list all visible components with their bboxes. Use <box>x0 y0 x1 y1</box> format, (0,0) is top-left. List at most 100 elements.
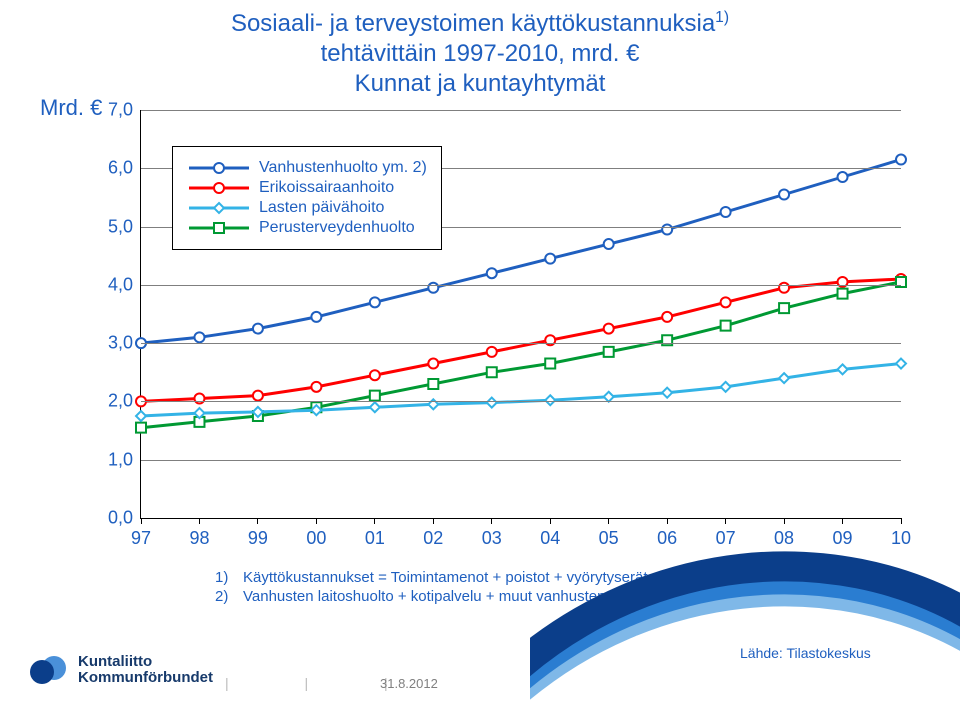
y-tick-label: 0,0 <box>108 508 133 529</box>
gridline <box>141 401 901 402</box>
series-marker-perus <box>428 379 438 389</box>
series-marker-vanhus <box>896 155 906 165</box>
series-marker-perus <box>370 391 380 401</box>
legend-label: Vanhustenhuolto ym. 2) <box>259 159 427 177</box>
legend-swatch-icon <box>187 179 251 197</box>
x-tick-label: 07 <box>716 528 736 549</box>
series-marker-lasten <box>779 373 789 383</box>
series-marker-lasten <box>721 382 731 392</box>
series-marker-lasten <box>662 388 672 398</box>
series-line-erikois <box>141 279 901 401</box>
series-marker-lasten <box>838 364 848 374</box>
logo-text-top: Kuntaliitto <box>78 654 213 670</box>
x-tick <box>491 518 492 524</box>
x-tick <box>784 518 785 524</box>
gridline <box>141 110 901 111</box>
y-tick-label: 7,0 <box>108 100 133 121</box>
series-marker-perus <box>604 347 614 357</box>
legend-label: Perusterveydenhuolto <box>259 219 415 237</box>
footer-date: 31.8.2012 <box>380 676 438 691</box>
series-marker-lasten <box>370 402 380 412</box>
series-marker-vanhus <box>838 172 848 182</box>
x-tick <box>842 518 843 524</box>
series-marker-vanhus <box>721 207 731 217</box>
series-marker-vanhus <box>311 312 321 322</box>
x-tick-label: 08 <box>774 528 794 549</box>
series-marker-erikois <box>428 359 438 369</box>
series-marker-perus <box>487 367 497 377</box>
x-tick-label: 02 <box>423 528 443 549</box>
footnote: 1)Käyttökustannukset = Toimintamenot + p… <box>215 569 762 586</box>
source-label: Lähde: Tilastokeskus <box>740 645 871 661</box>
y-tick-label: 3,0 <box>108 333 133 354</box>
series-marker-perus <box>136 423 146 433</box>
footnote: 2)Vanhusten laitoshuolto + kotipalvelu +… <box>215 588 762 605</box>
series-marker-vanhus <box>253 324 263 334</box>
x-tick-label: 09 <box>833 528 853 549</box>
series-marker-perus <box>545 359 555 369</box>
logo-mark-icon <box>28 650 68 690</box>
logo-text-bottom: Kommunförbundet <box>78 670 213 686</box>
x-tick <box>199 518 200 524</box>
series-marker-vanhus <box>779 190 789 200</box>
x-tick-label: 04 <box>540 528 560 549</box>
legend-item-vanhus: Vanhustenhuolto ym. 2) <box>187 159 427 177</box>
legend: Vanhustenhuolto ym. 2) Erikoissairaanhoit… <box>172 146 442 250</box>
x-tick <box>433 518 434 524</box>
legend-item-erikois: Erikoissairaanhoito <box>187 179 427 197</box>
y-tick-label: 2,0 <box>108 391 133 412</box>
series-marker-perus <box>779 303 789 313</box>
legend-swatch-icon <box>187 159 251 177</box>
series-marker-erikois <box>311 382 321 392</box>
series-line-lasten <box>141 364 901 417</box>
legend-swatch-icon <box>187 199 251 217</box>
series-marker-erikois <box>662 312 672 322</box>
x-tick <box>725 518 726 524</box>
legend-label: Erikoissairaanhoito <box>259 179 394 197</box>
series-marker-erikois <box>370 370 380 380</box>
x-tick-label: 10 <box>891 528 911 549</box>
footnotes: 1)Käyttökustannukset = Toimintamenot + p… <box>215 567 762 607</box>
series-marker-lasten <box>136 411 146 421</box>
series-marker-lasten <box>896 359 906 369</box>
series-marker-vanhus <box>545 254 555 264</box>
series-marker-erikois <box>487 347 497 357</box>
legend-label: Lasten päivähoito <box>259 199 384 217</box>
series-marker-perus <box>838 289 848 299</box>
series-marker-vanhus <box>194 332 204 342</box>
series-marker-erikois <box>721 297 731 307</box>
series-marker-lasten <box>545 395 555 405</box>
x-tick <box>667 518 668 524</box>
series-marker-vanhus <box>604 239 614 249</box>
x-tick-label: 99 <box>248 528 268 549</box>
x-tick <box>550 518 551 524</box>
series-marker-vanhus <box>487 268 497 278</box>
x-tick <box>316 518 317 524</box>
x-tick-label: 00 <box>306 528 326 549</box>
y-tick-label: 4,0 <box>108 274 133 295</box>
y-tick-label: 5,0 <box>108 216 133 237</box>
x-tick <box>257 518 258 524</box>
gridline <box>141 343 901 344</box>
y-tick-label: 6,0 <box>108 158 133 179</box>
gridline <box>141 285 901 286</box>
x-tick <box>141 518 142 524</box>
x-tick-label: 03 <box>482 528 502 549</box>
x-tick-label: 01 <box>365 528 385 549</box>
brand-logo: Kuntaliitto Kommunförbundet <box>28 650 213 690</box>
x-tick-label: 06 <box>657 528 677 549</box>
series-marker-lasten <box>604 392 614 402</box>
x-tick-label: 97 <box>131 528 151 549</box>
x-tick-label: 05 <box>599 528 619 549</box>
series-marker-erikois <box>604 324 614 334</box>
series-marker-erikois <box>253 391 263 401</box>
x-tick-label: 98 <box>189 528 209 549</box>
x-tick <box>901 518 902 524</box>
legend-swatch-icon <box>187 219 251 237</box>
x-tick <box>608 518 609 524</box>
legend-item-lasten: Lasten päivähoito <box>187 199 427 217</box>
gridline <box>141 460 901 461</box>
series-marker-vanhus <box>370 297 380 307</box>
legend-item-perus: Perusterveydenhuolto <box>187 219 427 237</box>
x-tick <box>374 518 375 524</box>
